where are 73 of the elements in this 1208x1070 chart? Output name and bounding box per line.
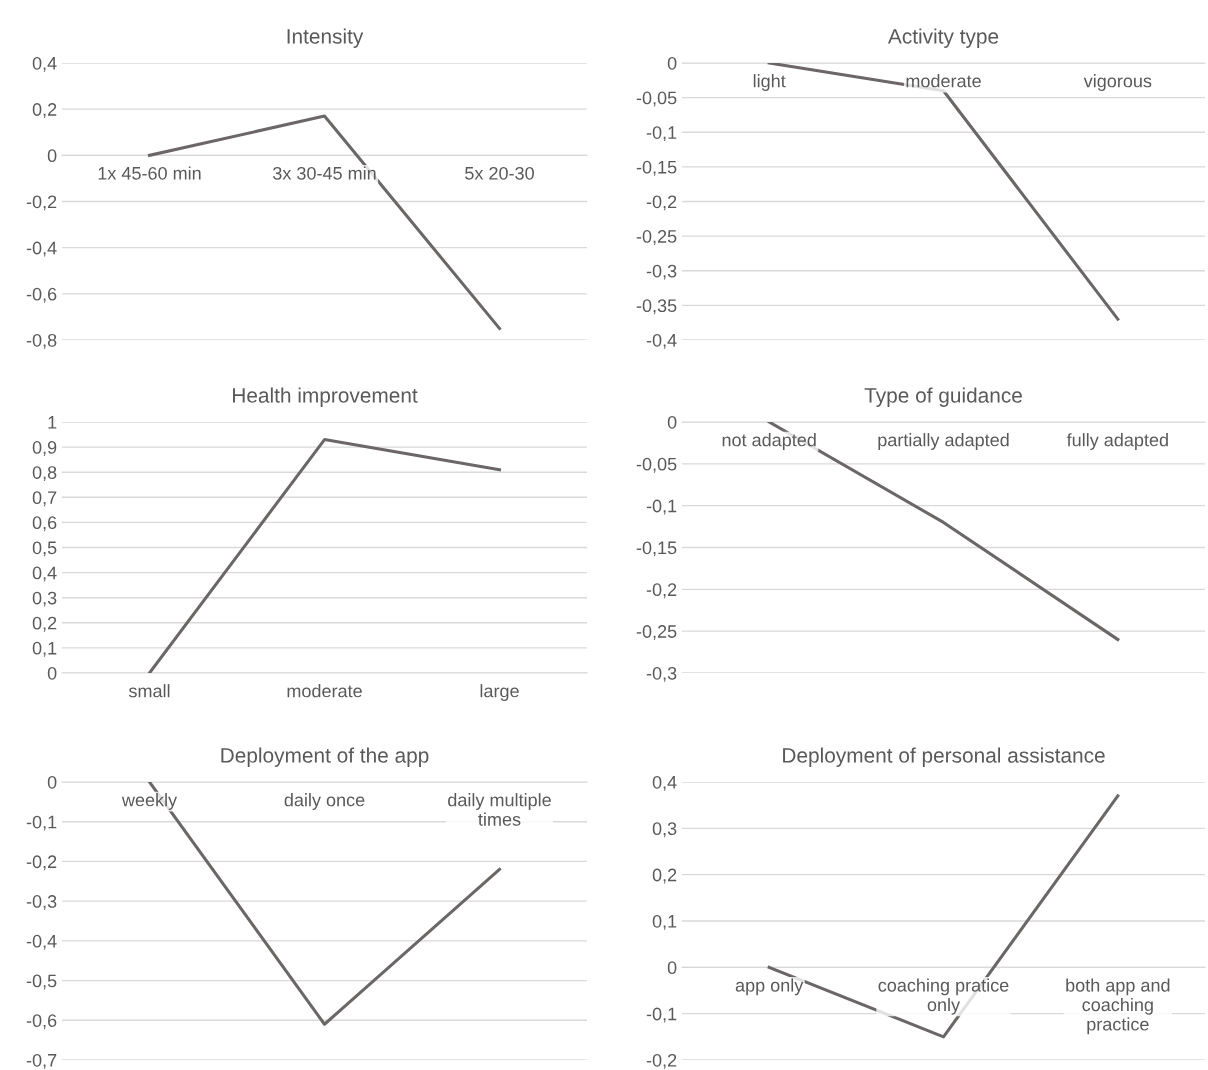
y-tick-label: 0,4 bbox=[32, 566, 57, 582]
x-tick-label: both app and coaching practice bbox=[1066, 978, 1170, 1035]
y-tick-label: 0,2 bbox=[32, 103, 57, 119]
y-tick-label: -0,3 bbox=[646, 666, 677, 682]
y-tick-label: -0,5 bbox=[26, 974, 57, 990]
chart-title: Intensity bbox=[287, 28, 364, 48]
y-tick-label: 0,2 bbox=[32, 616, 57, 632]
y-tick-label: -0,1 bbox=[646, 126, 677, 142]
y-tick-label: -0,2 bbox=[646, 1053, 677, 1069]
x-tick-label: vigorous bbox=[1083, 74, 1152, 91]
chart-title: Deployment of personal assistance bbox=[783, 747, 1105, 767]
chart-title: Activity type bbox=[887, 28, 999, 48]
y-tick-label: 0 bbox=[667, 415, 677, 429]
x-tick-label: light bbox=[753, 74, 786, 91]
x-tick-label: not adapted bbox=[722, 433, 816, 450]
y-tick-label: -0,05 bbox=[636, 457, 677, 473]
x-tick-label: moderate bbox=[287, 684, 362, 698]
y-tick-label: -0,2 bbox=[26, 195, 57, 211]
x-tick-label: large bbox=[480, 684, 519, 701]
y-tick-label: -0,15 bbox=[636, 160, 677, 176]
y-tick-label: -0,6 bbox=[26, 287, 57, 303]
y-tick-label: -0,2 bbox=[26, 855, 57, 871]
x-tick-label: partially adapted bbox=[878, 433, 1009, 450]
y-tick-label: -0,1 bbox=[26, 815, 57, 831]
y-tick-label: -0,3 bbox=[646, 264, 677, 280]
y-tick-label: -0,25 bbox=[636, 625, 677, 641]
y-tick-label: -0,4 bbox=[26, 934, 57, 950]
y-tick-label: 0,3 bbox=[652, 822, 677, 838]
y-tick-label: 0 bbox=[667, 961, 677, 975]
y-tick-label: -0,1 bbox=[646, 499, 677, 515]
y-tick-label: -0,4 bbox=[26, 241, 57, 257]
y-tick-label: 0 bbox=[47, 666, 57, 680]
x-tick-label: daily once bbox=[284, 793, 365, 810]
y-tick-label: -0,6 bbox=[26, 1014, 57, 1030]
y-tick-label: -0,05 bbox=[636, 91, 677, 107]
y-tick-label: 0 bbox=[47, 775, 57, 789]
y-tick-label: -0,4 bbox=[646, 333, 677, 349]
x-tick-label: 5x 20-30 bbox=[465, 166, 534, 180]
y-tick-label: 0 bbox=[47, 149, 57, 163]
y-tick-label: -0,15 bbox=[636, 541, 677, 557]
y-tick-label: 0,2 bbox=[652, 868, 677, 884]
chart-title: Health improvement bbox=[233, 387, 418, 407]
x-tick-label: moderate bbox=[906, 74, 981, 88]
y-tick-label: -0,7 bbox=[26, 1053, 57, 1069]
y-tick-label: 0 bbox=[667, 56, 677, 70]
x-tick-label: fully adapted bbox=[1066, 433, 1168, 450]
x-tick-label: coaching pratice only bbox=[878, 978, 1009, 1015]
y-tick-label: 0,6 bbox=[32, 516, 57, 532]
y-tick-label: 0,4 bbox=[652, 775, 677, 791]
y-tick-label: 0,9 bbox=[32, 441, 57, 456]
y-tick-label: 1 bbox=[48, 416, 57, 429]
y-tick-label: 0,5 bbox=[32, 541, 57, 557]
chart-title: Type of guidance bbox=[864, 387, 1022, 407]
y-tick-label: -0,25 bbox=[636, 230, 677, 245]
y-tick-label: 0,4 bbox=[32, 56, 57, 72]
y-tick-label: 0,1 bbox=[652, 914, 677, 930]
y-tick-label: -0,2 bbox=[646, 583, 677, 599]
y-tick-label: -0,1 bbox=[646, 1007, 677, 1023]
x-tick-label: 1x 45-60 min bbox=[98, 166, 201, 180]
y-tick-label: -0,3 bbox=[26, 895, 57, 910]
x-tick-label: daily multiple times bbox=[448, 793, 551, 826]
y-tick-label: 0,3 bbox=[32, 591, 57, 607]
y-tick-label: -0,2 bbox=[646, 195, 677, 211]
x-tick-label: small bbox=[128, 684, 170, 698]
chart-title: Deployment of the app bbox=[221, 747, 429, 767]
y-tick-label: 0,8 bbox=[32, 466, 57, 482]
x-tick-label: app only bbox=[735, 978, 804, 996]
x-tick-label: weekly bbox=[121, 793, 178, 810]
y-tick-label: -0,35 bbox=[636, 299, 677, 315]
x-tick-label: 3x 30-45 min bbox=[273, 166, 376, 180]
y-tick-label: 0,7 bbox=[32, 491, 57, 507]
y-tick-label: -0,8 bbox=[26, 333, 57, 349]
y-tick-label: 0,1 bbox=[32, 641, 57, 657]
